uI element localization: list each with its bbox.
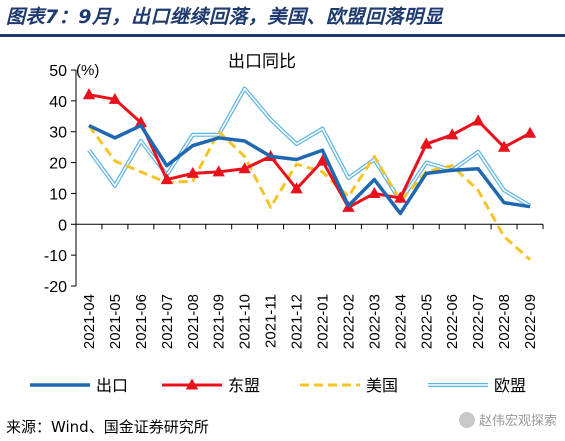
data-point-marker — [82, 88, 96, 100]
data-point-marker — [497, 140, 511, 152]
x-tick-label: 2021-06 — [133, 294, 150, 349]
x-tick-label: 2022-07 — [470, 294, 487, 349]
series-line — [88, 93, 531, 209]
x-tick-label: 2021-05 — [107, 294, 124, 349]
data-point-marker — [108, 92, 122, 104]
y-tick-label: 20 — [49, 156, 67, 173]
y-tick-label: 10 — [49, 186, 67, 203]
x-tick-label: 2021-11 — [263, 294, 280, 348]
x-tick-label: 2022-08 — [496, 294, 513, 349]
y-tick-label: -20 — [44, 279, 67, 296]
x-tick-label: 2021-12 — [289, 294, 306, 349]
data-point-marker — [471, 114, 485, 126]
series-line — [87, 124, 532, 261]
data-point-marker — [446, 128, 459, 140]
data-point-marker — [316, 154, 329, 166]
data-point-marker — [238, 162, 251, 174]
series-出口 — [88, 123, 531, 216]
chart-title: 出口同比 — [228, 52, 296, 72]
x-tick-label: 2021-04 — [81, 294, 98, 349]
legend-label: 欧盟 — [494, 376, 526, 395]
watermark-text: 赵伟宏观探索 — [478, 414, 557, 429]
data-point-marker — [186, 166, 199, 178]
y-tick-label: 30 — [49, 125, 67, 142]
y-tick-label: -10 — [44, 248, 67, 265]
source-note: 来源：Wind、国金证券研究所 — [6, 418, 209, 436]
series-line — [88, 123, 531, 216]
x-tick-label: 2021-09 — [211, 294, 228, 349]
x-tick-label: 2022-09 — [522, 294, 539, 349]
legend-item-东盟: 东盟 — [162, 376, 260, 395]
x-tick-label: 2021-07 — [159, 294, 176, 349]
legend-label: 美国 — [366, 376, 398, 395]
x-tick-label: 2022-01 — [314, 294, 331, 349]
x-tick-label: 2022-05 — [418, 294, 435, 349]
data-point-marker — [420, 137, 433, 149]
series-东盟 — [82, 88, 537, 212]
x-tick-label: 2022-06 — [444, 294, 461, 349]
legend-marker — [185, 378, 199, 390]
legend-item-欧盟: 欧盟 — [428, 376, 526, 395]
export-yoy-chart: 出口同比 (%) -20 -10 0 10 20 30 40 50 2021-04 2021-05 20… — [30, 52, 544, 395]
title-rule — [0, 34, 565, 37]
series-美国 — [87, 124, 532, 261]
y-tick-label: 40 — [49, 94, 67, 111]
data-point-marker — [523, 126, 537, 138]
legend-item-出口: 出口 — [30, 376, 128, 395]
wechat-icon — [458, 411, 475, 428]
x-tick-label: 2021-08 — [185, 294, 202, 349]
y-tick-label: 0 — [58, 217, 67, 234]
x-tick-label: 2022-04 — [392, 294, 409, 349]
x-tick-label: 2022-02 — [340, 294, 357, 349]
data-point-marker — [368, 186, 381, 198]
watermark: 赵伟宏观探索 — [458, 410, 557, 429]
figure-title: 图表7：9月，出口继续回落，美国、欧盟回落明显 — [6, 6, 443, 28]
data-point-marker — [134, 115, 148, 128]
data-point-marker — [160, 173, 173, 185]
x-tick-label: 2021-10 — [237, 294, 254, 349]
legend-label: 出口 — [96, 376, 128, 395]
data-point-marker — [394, 191, 407, 203]
data-point-marker — [290, 182, 303, 194]
data-point-marker — [212, 165, 225, 177]
legend-item-美国: 美国 — [300, 376, 398, 395]
x-tick-label: 2022-03 — [366, 294, 383, 349]
y-tick-label: 50 — [49, 63, 67, 80]
y-unit-label: (%) — [76, 62, 99, 79]
legend-label: 东盟 — [228, 376, 260, 395]
